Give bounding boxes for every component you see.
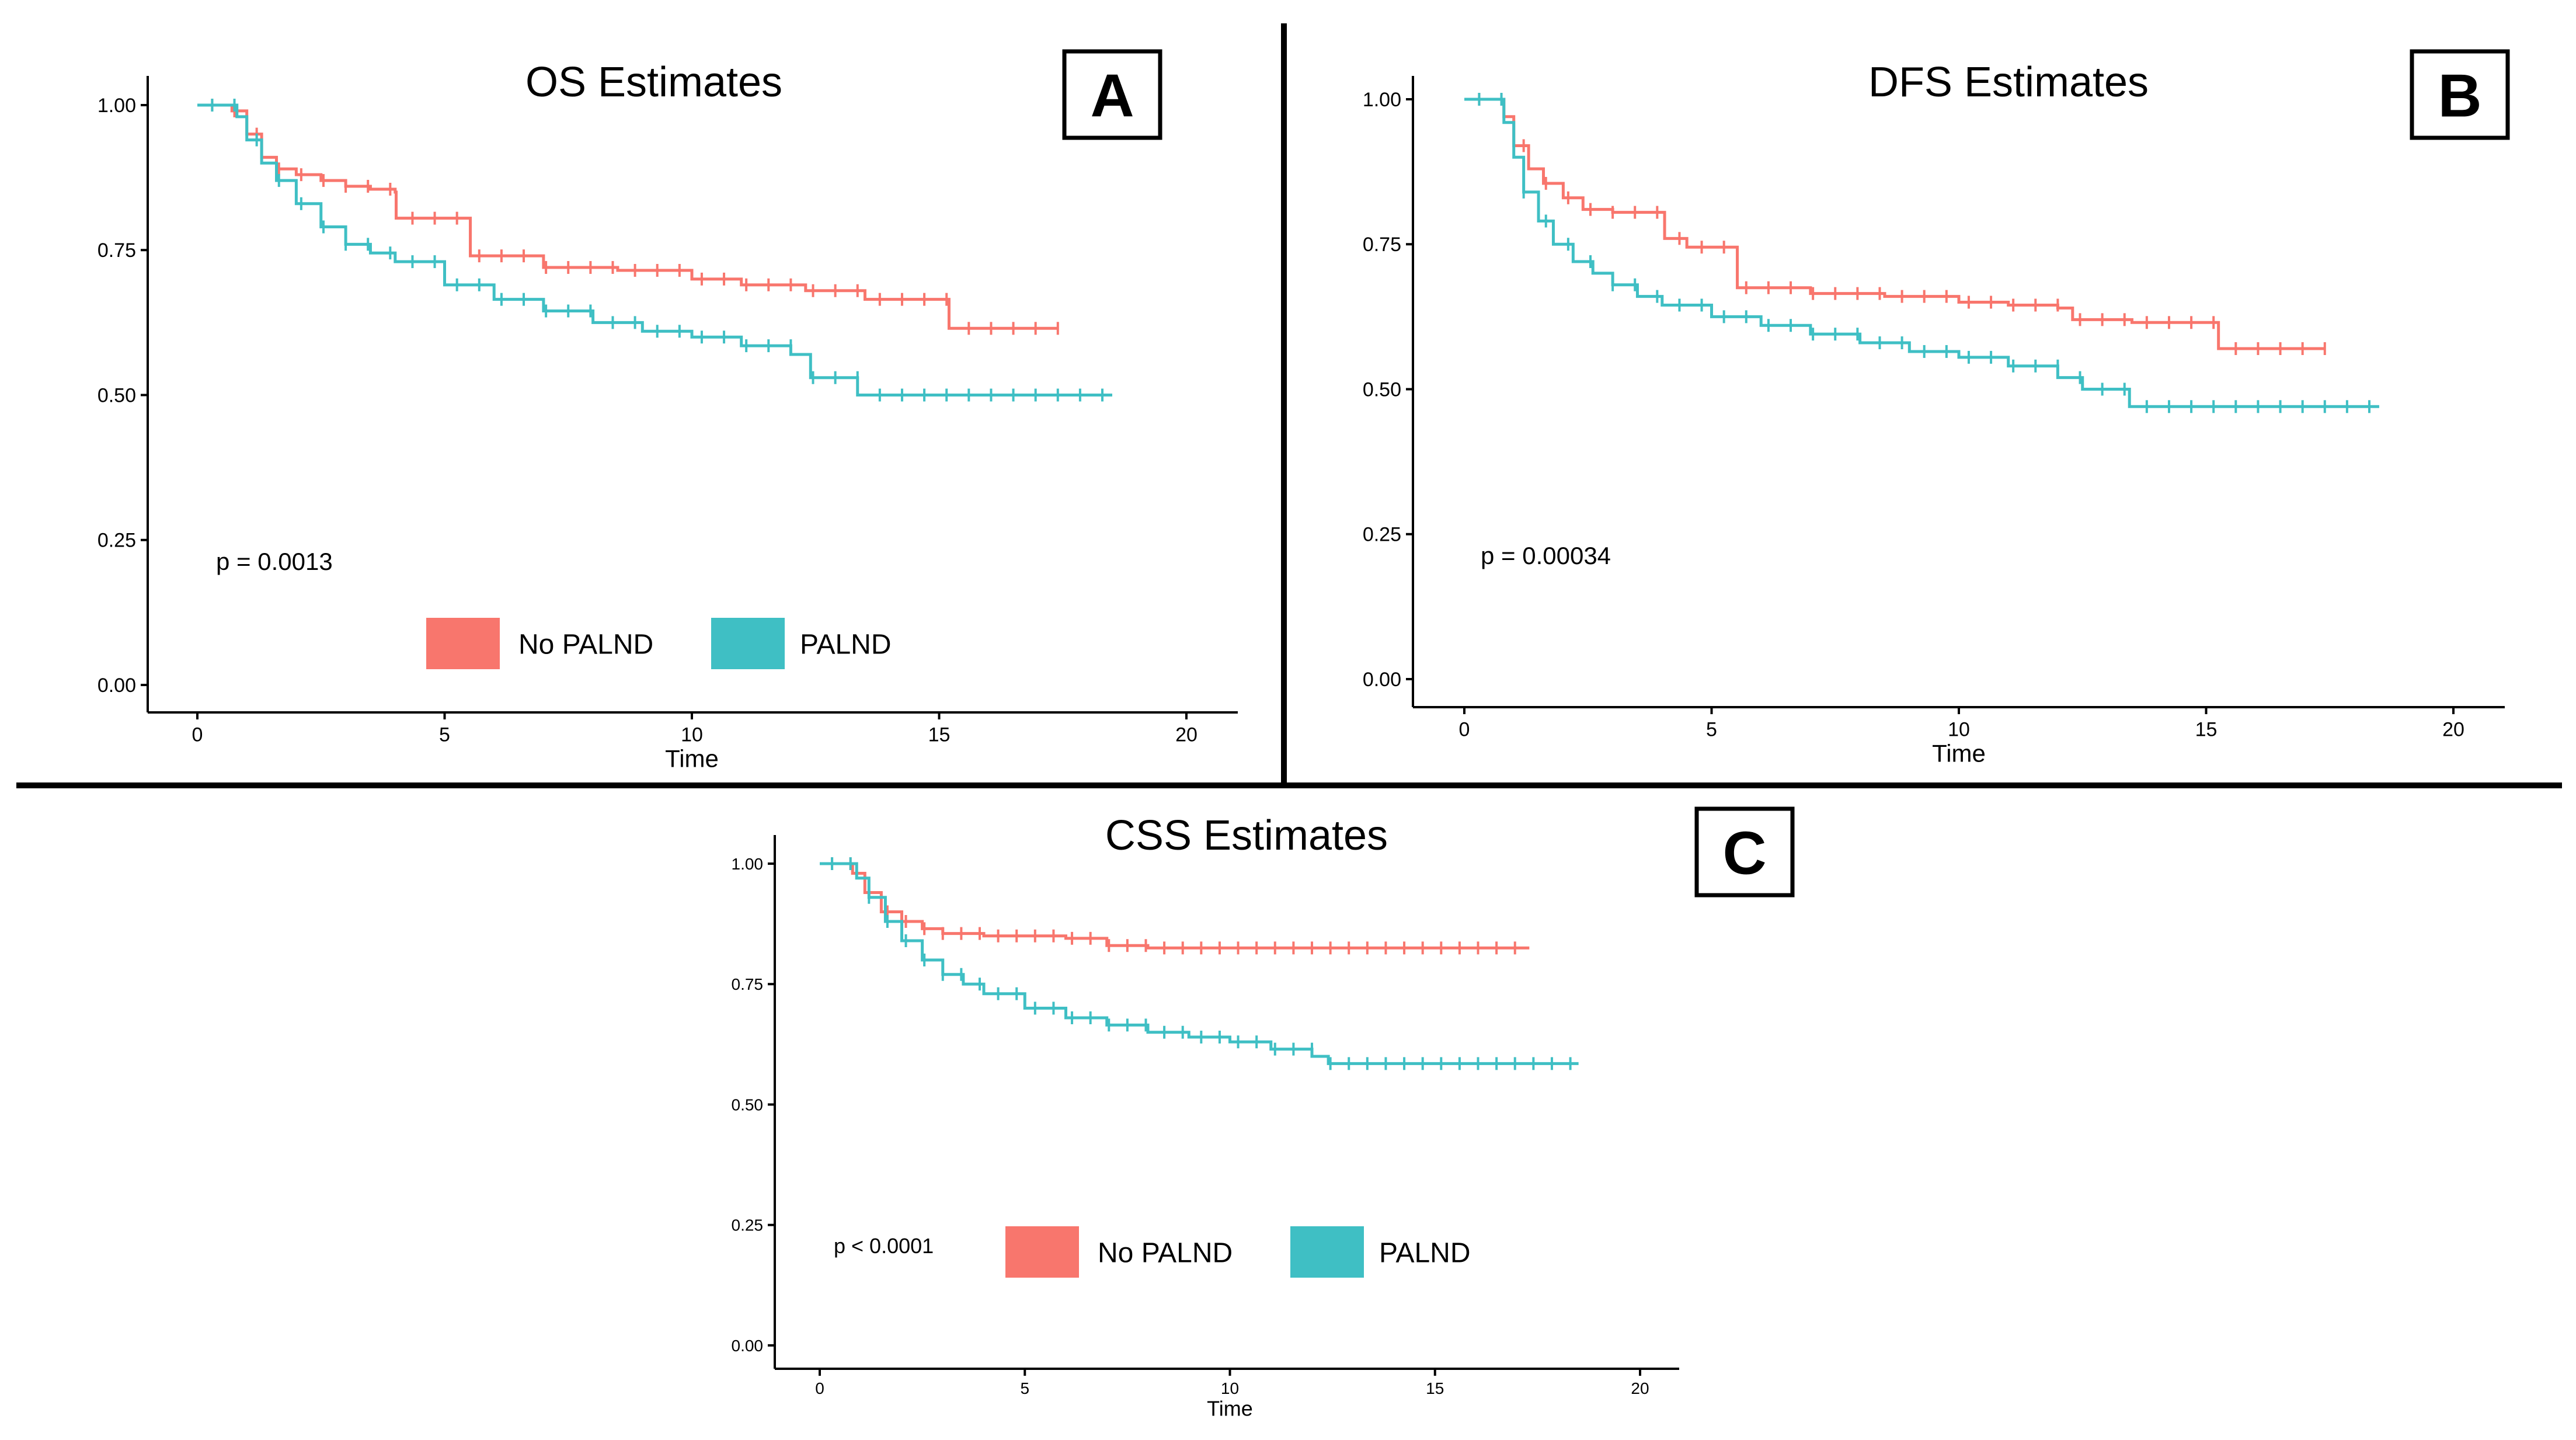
series-palnd-curve bbox=[1464, 98, 2379, 408]
x-tick-label: 10 bbox=[1221, 1379, 1239, 1397]
legend-swatch-no-palnd bbox=[1005, 1226, 1079, 1278]
legend-swatch-palnd bbox=[711, 618, 785, 669]
panel-label-box bbox=[2410, 49, 2510, 140]
y-tick-label: 0.25 bbox=[98, 530, 136, 552]
y-tick-label: 0.75 bbox=[732, 975, 764, 993]
x-axis-label: Time bbox=[1207, 1397, 1253, 1421]
censor-marks bbox=[831, 857, 1572, 1070]
series-no-palnd-curve bbox=[1464, 98, 2325, 350]
series-no-palnd-curve bbox=[197, 103, 1058, 330]
y-tick-label: 0.25 bbox=[732, 1216, 764, 1234]
y-tick-label: 1.00 bbox=[732, 855, 764, 873]
y-tick-label: 0.75 bbox=[98, 239, 136, 262]
p-value: p = 0.00034 bbox=[1481, 542, 1611, 569]
x-tick-label: 15 bbox=[2195, 718, 2218, 740]
y-tick-label: 0.50 bbox=[732, 1095, 764, 1114]
y-tick-label: 0.75 bbox=[1363, 234, 1401, 256]
y-tick-label: 0.50 bbox=[1363, 378, 1401, 401]
p-value: p = 0.0013 bbox=[216, 548, 333, 575]
legend: No PALND PALND bbox=[426, 618, 892, 669]
panel-label-box bbox=[1062, 49, 1162, 140]
legend-swatch-palnd bbox=[1290, 1226, 1364, 1278]
x-tick-label: 5 bbox=[1020, 1379, 1029, 1397]
x-axis-label: Time bbox=[665, 745, 719, 773]
x-tick-label: 15 bbox=[928, 724, 951, 746]
x-tick-label: 10 bbox=[681, 724, 703, 746]
y-tick-label: 0.25 bbox=[1363, 524, 1401, 546]
series-no-palnd-curve bbox=[820, 862, 1530, 949]
chart-title: OS Estimates bbox=[525, 59, 782, 106]
censor-marks bbox=[211, 99, 1104, 402]
panel-label: A bbox=[1090, 62, 1134, 130]
censor-marks bbox=[831, 857, 1516, 955]
panel-label: C bbox=[1722, 819, 1766, 887]
legend-label-no-palnd: No PALND bbox=[1098, 1237, 1233, 1268]
legend-label-palnd: PALND bbox=[800, 629, 892, 660]
legend-swatch-no-palnd bbox=[426, 618, 500, 669]
series-palnd-curve bbox=[820, 862, 1579, 1065]
y-tick-label: 1.00 bbox=[1363, 89, 1401, 111]
panel-c: 0.00 0.25 0.50 0.75 1.00 0 5 10 15 20 Time CSS Esti… bbox=[732, 806, 1795, 1421]
panel-a: 0.00 0.25 0.50 0.75 1.00 0 5 10 15 20 Time OS Estim… bbox=[98, 49, 1238, 773]
y-tick-label: 1.00 bbox=[98, 95, 136, 117]
y-tick-label: 0.00 bbox=[1363, 669, 1401, 691]
legend: No PALND PALND bbox=[1005, 1226, 1471, 1278]
x-tick-label: 10 bbox=[1948, 718, 1970, 740]
y-tick-label: 0.00 bbox=[732, 1337, 764, 1355]
y-tick-label: 0.00 bbox=[98, 674, 136, 697]
x-tick-label: 0 bbox=[192, 724, 203, 746]
legend-label-no-palnd: No PALND bbox=[518, 629, 653, 660]
x-tick-label: 5 bbox=[1706, 718, 1717, 740]
p-value: p < 0.0001 bbox=[834, 1234, 934, 1258]
censor-marks bbox=[1478, 93, 2326, 355]
panel-label-box bbox=[1694, 806, 1795, 898]
panel-b: 0.00 0.25 0.50 0.75 1.00 0 5 10 15 20 Time DFS Esti… bbox=[1363, 49, 2510, 767]
y-tick-label: 0.50 bbox=[98, 384, 136, 406]
chart-title: DFS Estimates bbox=[1868, 59, 2149, 106]
x-tick-label: 15 bbox=[1426, 1379, 1444, 1397]
panel-label: B bbox=[2438, 62, 2481, 130]
chart-title: CSS Estimates bbox=[1105, 812, 1388, 859]
x-tick-label: 20 bbox=[1175, 724, 1198, 746]
x-tick-label: 0 bbox=[815, 1379, 824, 1397]
x-tick-label: 5 bbox=[439, 724, 450, 746]
x-tick-label: 20 bbox=[1631, 1379, 1649, 1397]
censor-marks bbox=[211, 99, 1059, 335]
x-tick-label: 20 bbox=[2442, 718, 2464, 740]
censor-marks bbox=[1478, 93, 2371, 413]
legend-label-palnd: PALND bbox=[1379, 1237, 1471, 1268]
x-tick-label: 0 bbox=[1459, 718, 1470, 740]
x-axis-label: Time bbox=[1932, 740, 1986, 767]
series-palnd-curve bbox=[197, 103, 1112, 396]
